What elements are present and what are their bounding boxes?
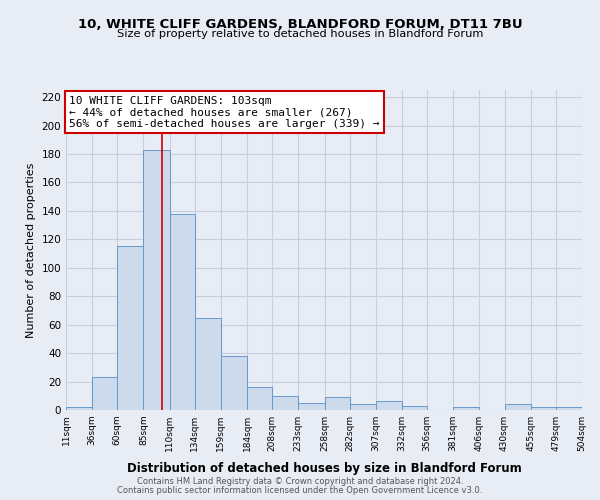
Text: 10 WHITE CLIFF GARDENS: 103sqm
← 44% of detached houses are smaller (267)
56% of: 10 WHITE CLIFF GARDENS: 103sqm ← 44% of … <box>69 96 380 129</box>
Text: Size of property relative to detached houses in Blandford Forum: Size of property relative to detached ho… <box>117 29 483 39</box>
Bar <box>247 387 272 410</box>
X-axis label: Distribution of detached houses by size in Blandford Forum: Distribution of detached houses by size … <box>127 462 521 475</box>
Bar <box>195 318 221 410</box>
Text: Contains public sector information licensed under the Open Government Licence v3: Contains public sector information licen… <box>118 486 482 495</box>
Text: Contains HM Land Registry data © Crown copyright and database right 2024.: Contains HM Land Registry data © Crown c… <box>137 477 463 486</box>
Bar <box>272 396 298 410</box>
Bar <box>376 402 402 410</box>
Bar <box>531 407 556 410</box>
Y-axis label: Number of detached properties: Number of detached properties <box>26 162 36 338</box>
Bar <box>143 150 170 410</box>
Bar <box>556 407 582 410</box>
Bar <box>325 397 350 410</box>
Bar <box>505 404 531 410</box>
Bar <box>350 404 376 410</box>
Bar <box>298 403 325 410</box>
Text: 10, WHITE CLIFF GARDENS, BLANDFORD FORUM, DT11 7BU: 10, WHITE CLIFF GARDENS, BLANDFORD FORUM… <box>77 18 523 30</box>
Bar <box>221 356 247 410</box>
Bar <box>117 246 143 410</box>
Bar <box>402 406 427 410</box>
Bar <box>66 407 92 410</box>
Bar <box>170 214 195 410</box>
Bar <box>92 378 117 410</box>
Bar <box>453 407 479 410</box>
